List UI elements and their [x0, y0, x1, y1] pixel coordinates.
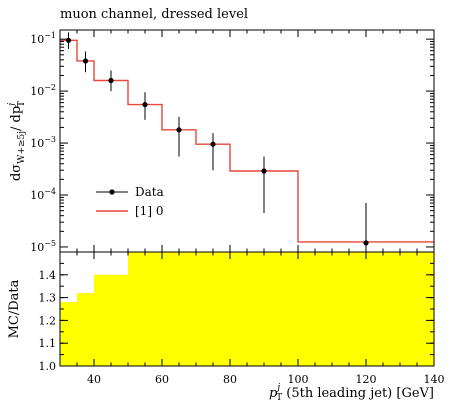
data-point — [176, 127, 182, 133]
x-tick-label: 120 — [356, 373, 377, 386]
data-point — [261, 168, 267, 174]
main-y-axis-label: dσW+≥5j/ dpjT — [7, 101, 27, 181]
data-point — [363, 240, 369, 246]
ratio-ticks: 40 60 80 100 120 140 1.0 1.1 1.2 1.3 1.4 — [39, 251, 445, 386]
ratio-y-tick-label: 1.4 — [39, 269, 57, 282]
ratio-y-tick-label: 1.1 — [39, 337, 57, 350]
y-tick-label: 10−2 — [30, 83, 56, 98]
data-point — [210, 141, 216, 147]
data-point — [65, 37, 72, 43]
ratio-frame — [59, 251, 435, 367]
data-point — [108, 77, 114, 84]
legend-prediction-label: [1] 0 — [135, 204, 163, 218]
ratio-y-axis-label: MC/Data — [7, 279, 22, 338]
x-tick-label: 80 — [223, 373, 237, 386]
chart-title: muon channel, dressed level — [60, 7, 248, 22]
ratio-band-bin — [128, 252, 434, 366]
legend-data-label: Data — [135, 185, 164, 199]
legend: Data [1] 0 — [96, 185, 164, 218]
ratio-panel: 40 60 80 100 120 140 1.0 1.1 1.2 1.3 1.4 MC/Data p… — [7, 251, 445, 403]
x-axis-label: pj T (5th leading jet) [GeV] — [269, 383, 434, 403]
y-tick-label: 10−5 — [30, 239, 56, 254]
ratio-y-tick-label: 1.2 — [39, 314, 57, 327]
main-panel: 10−1 10−2 10−3 10−4 10−5 Data [1] 0 dσW+≥5j/ … — [7, 29, 435, 254]
ratio-band-bin — [60, 302, 77, 366]
y-tick-label: 10−1 — [30, 31, 56, 46]
x-tick-label: 40 — [87, 373, 101, 386]
data-point — [82, 58, 89, 64]
x-tick-label: 140 — [424, 373, 445, 386]
x-tick-label: 100 — [288, 373, 309, 386]
legend-data-marker — [109, 189, 115, 195]
ratio-band — [60, 252, 434, 366]
y-tick-label: 10−4 — [30, 187, 56, 202]
data-points — [65, 32, 369, 252]
y-tick-label: 10−3 — [30, 135, 56, 150]
ratio-y-tick-label: 1.3 — [39, 292, 57, 305]
data-point — [142, 101, 148, 108]
main-x-ticks — [59, 30, 435, 252]
x-tick-label: 60 — [155, 373, 169, 386]
main-y-ticks: 10−1 10−2 10−3 10−4 10−5 — [30, 31, 434, 254]
ratio-y-tick-label: 1.0 — [39, 360, 57, 373]
ratio-band-bin — [77, 293, 94, 366]
main-frame — [59, 29, 435, 253]
ratio-band-bin — [94, 274, 128, 366]
